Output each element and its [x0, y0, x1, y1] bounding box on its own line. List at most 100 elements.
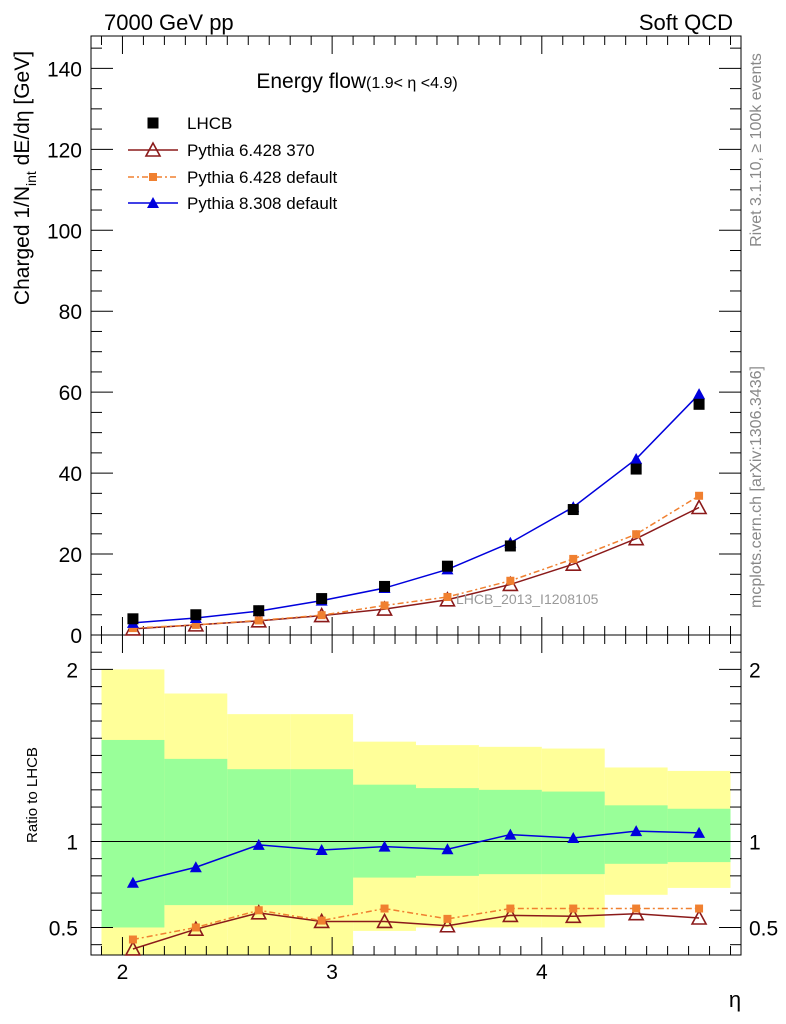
plot-title-main: Energy flow: [256, 70, 367, 93]
ratio-point-p6_default: [380, 904, 389, 913]
main-point-data: [316, 593, 328, 605]
main-point-data: [127, 613, 139, 625]
main-point-p8_default: [630, 452, 643, 464]
ratio-line-p8_default: [132, 830, 700, 884]
ratio-point-p6_default: [632, 904, 641, 913]
y-tick-label-main-60: 60: [59, 382, 82, 405]
y-tick-label-ratio-right-1: 1: [749, 831, 761, 854]
main-point-data: [379, 580, 391, 592]
main-series-p6_default: [128, 491, 704, 633]
ratio-point-p6_370: [627, 905, 645, 921]
plot-title-sub: (1.9< η <4.9): [366, 75, 458, 92]
ratio-point-p8_default: [441, 843, 454, 855]
main-point-p6_default: [254, 616, 263, 625]
legend: LHCB Pythia 6.428 370 Pythia 6.428 default…: [128, 114, 338, 213]
ratio-point-p8_default: [567, 832, 580, 844]
x-tick-label-3: 3: [326, 961, 338, 984]
main-point-p6_default: [632, 530, 641, 539]
main-point-p6_default: [569, 554, 578, 563]
header-left: 7000 GeV pp: [104, 10, 234, 35]
ratio-line-p6_default: [132, 907, 700, 941]
legend-label-data: LHCB: [187, 114, 232, 133]
ratio-point-p6_default: [695, 904, 704, 913]
legend-label-p6_default: Pythia 6.428 default: [187, 168, 338, 187]
main-line-p6_370: [132, 506, 700, 630]
y-axis-label-ratio: Ratio to LHCB: [24, 747, 41, 843]
ratio-point-p8_default: [378, 840, 391, 852]
ratio-point-p6_370: [502, 906, 519, 923]
y-axis-label-part2: dE/dη [GeV]: [11, 51, 34, 171]
ratio-point-p6_370: [564, 907, 582, 924]
watermark: LHCB_2013_I1208105: [456, 591, 599, 607]
y-axis-label-sub: int: [23, 171, 39, 186]
main-point-data: [630, 463, 642, 475]
ratio-series-p8_default: [126, 825, 706, 888]
y-tick-label-ratio-left-1: 1: [66, 831, 78, 854]
main-point-p6_default: [695, 491, 704, 500]
legend-label-p8_default: Pythia 8.308 default: [187, 194, 338, 213]
legend-marker-p8_default: [147, 197, 159, 208]
main-point-p6_default: [128, 624, 137, 633]
band-inner-bin-5: [416, 788, 479, 876]
ratio-series-p6_default: [128, 904, 704, 944]
header-right: Soft QCD: [639, 10, 733, 35]
band-inner-bin-1: [164, 758, 228, 906]
main-series-p6_370: [124, 498, 708, 636]
mcplots-side-label: mcplots.cern.ch [arXiv:1306.3436]: [748, 366, 765, 608]
main-point-p6_370: [690, 498, 708, 515]
y-tick-label-main-100: 100: [47, 220, 82, 243]
y-axis-label-main: Charged 1/Nint dE/dη [GeV]: [11, 51, 39, 305]
y-tick-label-main-80: 80: [59, 301, 82, 324]
y-tick-label-ratio-left-0.5: 0.5: [49, 917, 78, 940]
main-point-data: [567, 504, 579, 516]
ratio-point-p8_default: [189, 861, 202, 873]
main-point-data: [693, 398, 705, 410]
ratio-bands: [101, 669, 731, 955]
y-tick-label-main-120: 120: [47, 139, 82, 162]
ratio-point-p8_default: [693, 826, 706, 838]
main-line-p6_default: [132, 495, 700, 629]
ratio-point-p6_default: [191, 923, 200, 932]
main-point-p6_370: [564, 555, 582, 571]
band-inner-bin-3: [290, 769, 354, 906]
legend-marker-p6_370: [144, 141, 162, 157]
main-series-p8_default: [126, 388, 706, 628]
band-inner-bin-2: [227, 769, 291, 906]
ratio-point-p6_default: [569, 904, 578, 913]
rivet-side-label: Rivet 3.1.10, ≥ 100k events: [748, 53, 765, 247]
ratio-point-p6_default: [443, 914, 452, 923]
ratio-point-p6_370: [690, 909, 708, 925]
main-point-data: [441, 560, 453, 572]
legend-marker-p6_default: [149, 173, 157, 181]
main-point-p6_default: [443, 592, 452, 601]
ratio-point-p6_default: [317, 916, 326, 925]
x-tick-label-4: 4: [536, 961, 548, 984]
main-point-data: [253, 605, 265, 617]
y-tick-label-main-40: 40: [59, 463, 82, 486]
ratio-point-p8_default: [504, 828, 517, 840]
ratio-point-p8_default: [126, 876, 139, 888]
main-series-data: [127, 398, 705, 625]
ratio-point-p8_default: [630, 825, 643, 837]
ratio-point-p6_default: [506, 904, 515, 913]
y-tick-label-main-20: 20: [59, 544, 82, 567]
y-tick-label-main-140: 140: [47, 58, 82, 81]
legend-marker-data: [147, 117, 159, 129]
main-point-data: [504, 540, 516, 552]
main-point-p6_default: [191, 620, 200, 629]
ratio-point-p6_default: [254, 906, 263, 915]
y-tick-label-ratio-left-2: 2: [66, 659, 78, 682]
band-inner-bin-0: [101, 739, 165, 928]
ratio-point-p6_default: [128, 935, 137, 944]
legend-label-p6_370: Pythia 6.428 370: [187, 141, 315, 160]
ratio-point-p8_default: [252, 838, 265, 850]
main-point-p6_default: [317, 611, 326, 620]
plot-title: Energy flow(1.9< η <4.9): [256, 70, 457, 93]
ratio-point-p6_370: [124, 940, 142, 956]
ratio-point-p6_370: [376, 912, 393, 929]
ratio-line-p6_370: [132, 912, 700, 950]
series-layer: [124, 388, 708, 956]
main-point-p6_default: [506, 576, 515, 585]
